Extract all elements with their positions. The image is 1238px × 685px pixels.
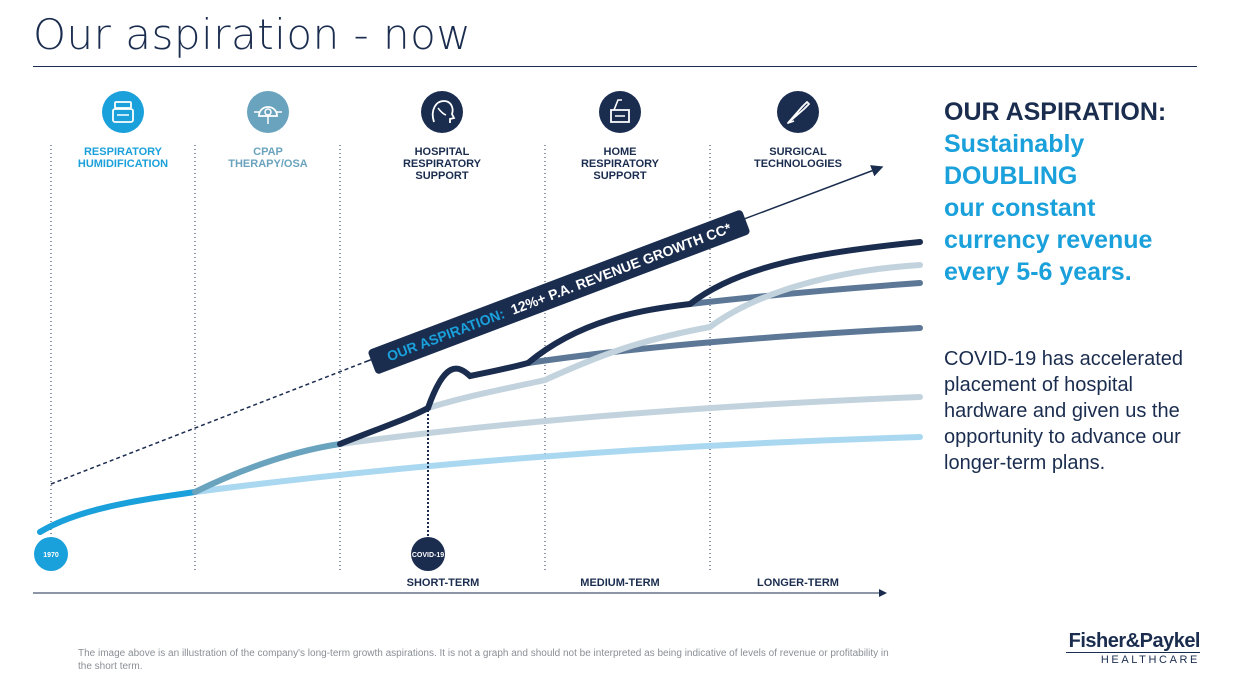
humidifier-icon	[102, 91, 144, 133]
disclaimer-footnote: The image above is an illustration of th…	[78, 648, 889, 672]
aspiration-line: Sustainably	[944, 130, 1085, 158]
title-divider	[33, 66, 1197, 67]
aspiration-line: DOUBLING	[944, 162, 1078, 190]
growth-curves	[37, 239, 923, 535]
banner-prefix: OUR ASPIRATION:	[385, 305, 507, 364]
aspiration-line: every 5-6 years.	[944, 258, 1132, 286]
logo-line1: Fisher&Paykel	[1068, 630, 1201, 652]
page-title: Our aspiration - now	[33, 10, 472, 59]
home-device-icon	[599, 91, 641, 133]
term-short: SHORT-TERM	[406, 577, 480, 589]
cpap-mask-icon	[247, 91, 289, 133]
aspiration-statement: OUR ASPIRATION: Sustainably DOUBLING our…	[944, 96, 1224, 288]
curve-humidification-extension	[192, 434, 923, 495]
curve-cpap-extension	[337, 394, 923, 447]
start-marker: 1970	[34, 537, 68, 571]
covid-marker: COVID-19	[411, 537, 445, 571]
patient-head-icon	[421, 91, 463, 133]
covid-note: COVID-19 has accelerated placement of ho…	[944, 348, 1184, 474]
logo-line2: HEALTHCARE	[1066, 652, 1200, 666]
segment-label-home: HOME RESPIRATORY SUPPORT	[580, 146, 660, 182]
curve-hospital-extension	[525, 325, 923, 366]
aspiration-banner: OUR ASPIRATION: 12%+ P.A. REVENUE GROWTH…	[368, 210, 750, 374]
segment-label-cpap: CPAP THERAPY/OSA	[228, 146, 308, 170]
curve-humidification	[37, 489, 198, 535]
segment-label-hospital: HOSPITAL RESPIRATORY SUPPORT	[402, 146, 482, 182]
aspiration-heading: OUR ASPIRATION:	[944, 98, 1167, 126]
term-medium: MEDIUM-TERM	[580, 577, 660, 589]
segment-label-surgical: SURGICAL TECHNOLOGIES	[753, 146, 842, 170]
scalpel-icon	[777, 91, 819, 133]
company-logo: Fisher&Paykel HEALTHCARE	[1066, 630, 1201, 666]
start-marker-label: 1970	[43, 552, 59, 559]
aspiration-line: currency revenue	[944, 226, 1153, 254]
curve-home-extension	[687, 280, 923, 307]
trend-line-dashed	[50, 361, 366, 485]
covid-marker-label: COVID-19	[412, 552, 444, 559]
curve-cpap	[192, 441, 343, 495]
aspiration-line: our constant	[944, 194, 1096, 222]
term-longer: LONGER-TERM	[757, 577, 839, 589]
curve-main-navy	[337, 239, 923, 447]
segment-label-humidification: RESPIRATORY HUMIDIFICATION	[77, 146, 169, 170]
curve-hospital-no-covid	[425, 262, 923, 411]
